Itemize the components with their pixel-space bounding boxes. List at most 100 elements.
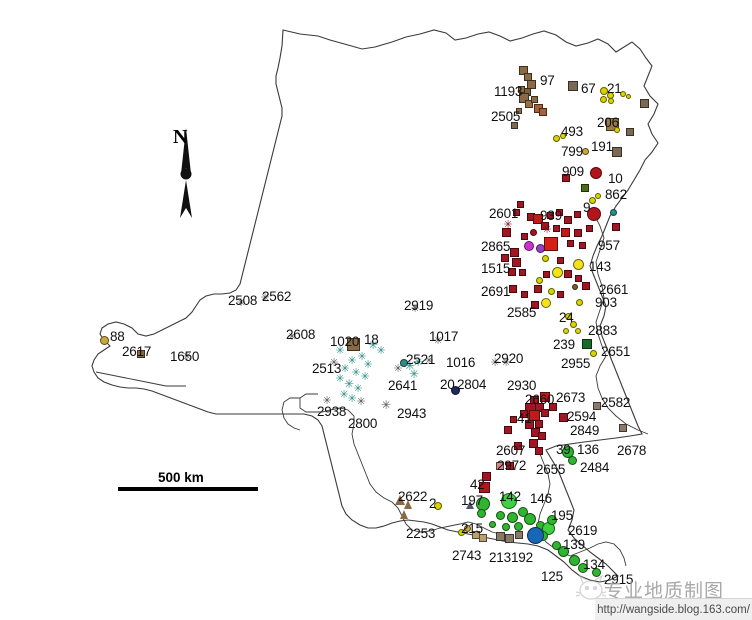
deposit-id-label: 1017 [429, 329, 459, 344]
deposit-id-label: 2484 [580, 460, 610, 475]
map-marker: ✳ [360, 369, 370, 383]
deposit-id-label: 2608 [286, 327, 316, 342]
map-marker: ✳ [347, 391, 357, 405]
map-marker [508, 268, 516, 276]
map-marker: ✳ [404, 358, 416, 374]
deposit-id-label: 2513 [312, 361, 342, 376]
scalebar [118, 487, 258, 491]
map-marker [568, 81, 578, 91]
interior-boundary-central-south [299, 393, 501, 535]
map-marker [457, 528, 465, 536]
deposit-id-label: 20 [440, 377, 455, 392]
map-marker [555, 208, 563, 216]
map-marker [346, 337, 360, 351]
deposit-id-label: 239 [553, 337, 575, 352]
deposit-id-label: 2 [429, 496, 437, 511]
deposit-id-label: 2622 [398, 489, 428, 504]
map-marker [488, 520, 496, 528]
map-marker: ✳ [329, 355, 339, 369]
map-marker [528, 409, 540, 421]
map-marker: ✳ [413, 355, 424, 369]
map-marker [481, 471, 491, 481]
map-marker [403, 499, 412, 509]
deposit-id-label: 2691 [481, 284, 511, 299]
map-marker [558, 412, 568, 422]
map-marker [463, 524, 471, 532]
deposit-id-label: 2800 [348, 416, 378, 431]
deposit-id-label: 206 [597, 115, 619, 130]
map-marker [529, 228, 537, 236]
deposit-id-label: 2883 [588, 323, 618, 338]
map-marker [520, 410, 528, 418]
map-marker [560, 133, 566, 139]
map-marker [612, 147, 622, 157]
map-marker: ✳ [260, 290, 270, 304]
deposit-id-label: 2943 [397, 406, 427, 421]
map-marker: ✳ [339, 387, 349, 401]
map-marker [599, 95, 607, 103]
map-marker [552, 224, 560, 232]
watermark-url[interactable]: http://wangside.blog.163.com/ [595, 598, 752, 620]
deposit-id-label: 2619 [568, 523, 598, 538]
map-marker [563, 328, 569, 334]
map-marker: ✳ [368, 338, 379, 352]
map-marker [434, 502, 442, 510]
map-marker [518, 268, 526, 276]
map-marker [566, 239, 574, 247]
map-marker [612, 223, 620, 231]
map-marker [556, 256, 564, 264]
map-marker [512, 208, 520, 216]
map-marker [509, 415, 517, 423]
deposit-id-label: 2585 [507, 305, 537, 320]
map-marker [619, 424, 627, 432]
deposit-id-label: 9 [583, 200, 591, 215]
map-marker [501, 227, 511, 237]
cat-watermark-icon [575, 574, 607, 600]
deposit-id-label: 2972 [497, 458, 527, 473]
interior-boundary-lower-left [95, 371, 186, 387]
deposit-id-label: 903 [595, 295, 617, 310]
deposit-id-label: 939 [540, 208, 562, 223]
map-marker [544, 237, 558, 251]
deposit-id-label: 191 [591, 139, 613, 154]
deposit-id-label: 21 [607, 81, 622, 96]
interior-boundary-west-branch [281, 397, 301, 431]
deposit-id-label: 1016 [446, 355, 476, 370]
map-marker [581, 147, 589, 155]
map-marker [556, 290, 564, 298]
map-marker [524, 513, 536, 525]
map-marker [504, 533, 514, 543]
map-marker [600, 87, 608, 95]
map-marker [569, 320, 577, 328]
deposit-id-label: 2865 [481, 239, 511, 254]
map-marker [562, 174, 570, 182]
deposit-id-label: 215 [461, 521, 483, 536]
map-marker [639, 98, 649, 108]
map-marker [511, 257, 521, 267]
map-marker: ✳ [433, 333, 443, 347]
map-marker: ✳ [424, 353, 434, 367]
national-border-path [91, 29, 659, 583]
deposit-id-label: 142 [499, 489, 521, 504]
deposit-id-label: 493 [561, 124, 583, 139]
map-marker: ✳ [356, 394, 366, 408]
deposit-id-label: 957 [598, 238, 620, 253]
deposit-id-label: 862 [605, 187, 627, 202]
deposit-id-label: 799 [561, 144, 583, 159]
map-marker [513, 521, 523, 531]
deposit-id-label: 146 [530, 491, 552, 506]
deposit-id-label: 2804 [457, 377, 487, 392]
map-marker [552, 134, 560, 142]
map-marker: ✳ [376, 343, 386, 357]
map-marker: ✳ [353, 381, 363, 395]
deposit-id-label: 125 [541, 569, 563, 584]
map-marker [524, 419, 534, 429]
interior-boundary-north [593, 213, 607, 357]
watermark-text: 专业地质制图 [604, 580, 725, 602]
map-marker [495, 510, 505, 520]
map-marker: ✳ [182, 349, 192, 363]
map-marker [590, 167, 602, 179]
map-marker [567, 455, 577, 465]
map-marker [496, 462, 504, 470]
